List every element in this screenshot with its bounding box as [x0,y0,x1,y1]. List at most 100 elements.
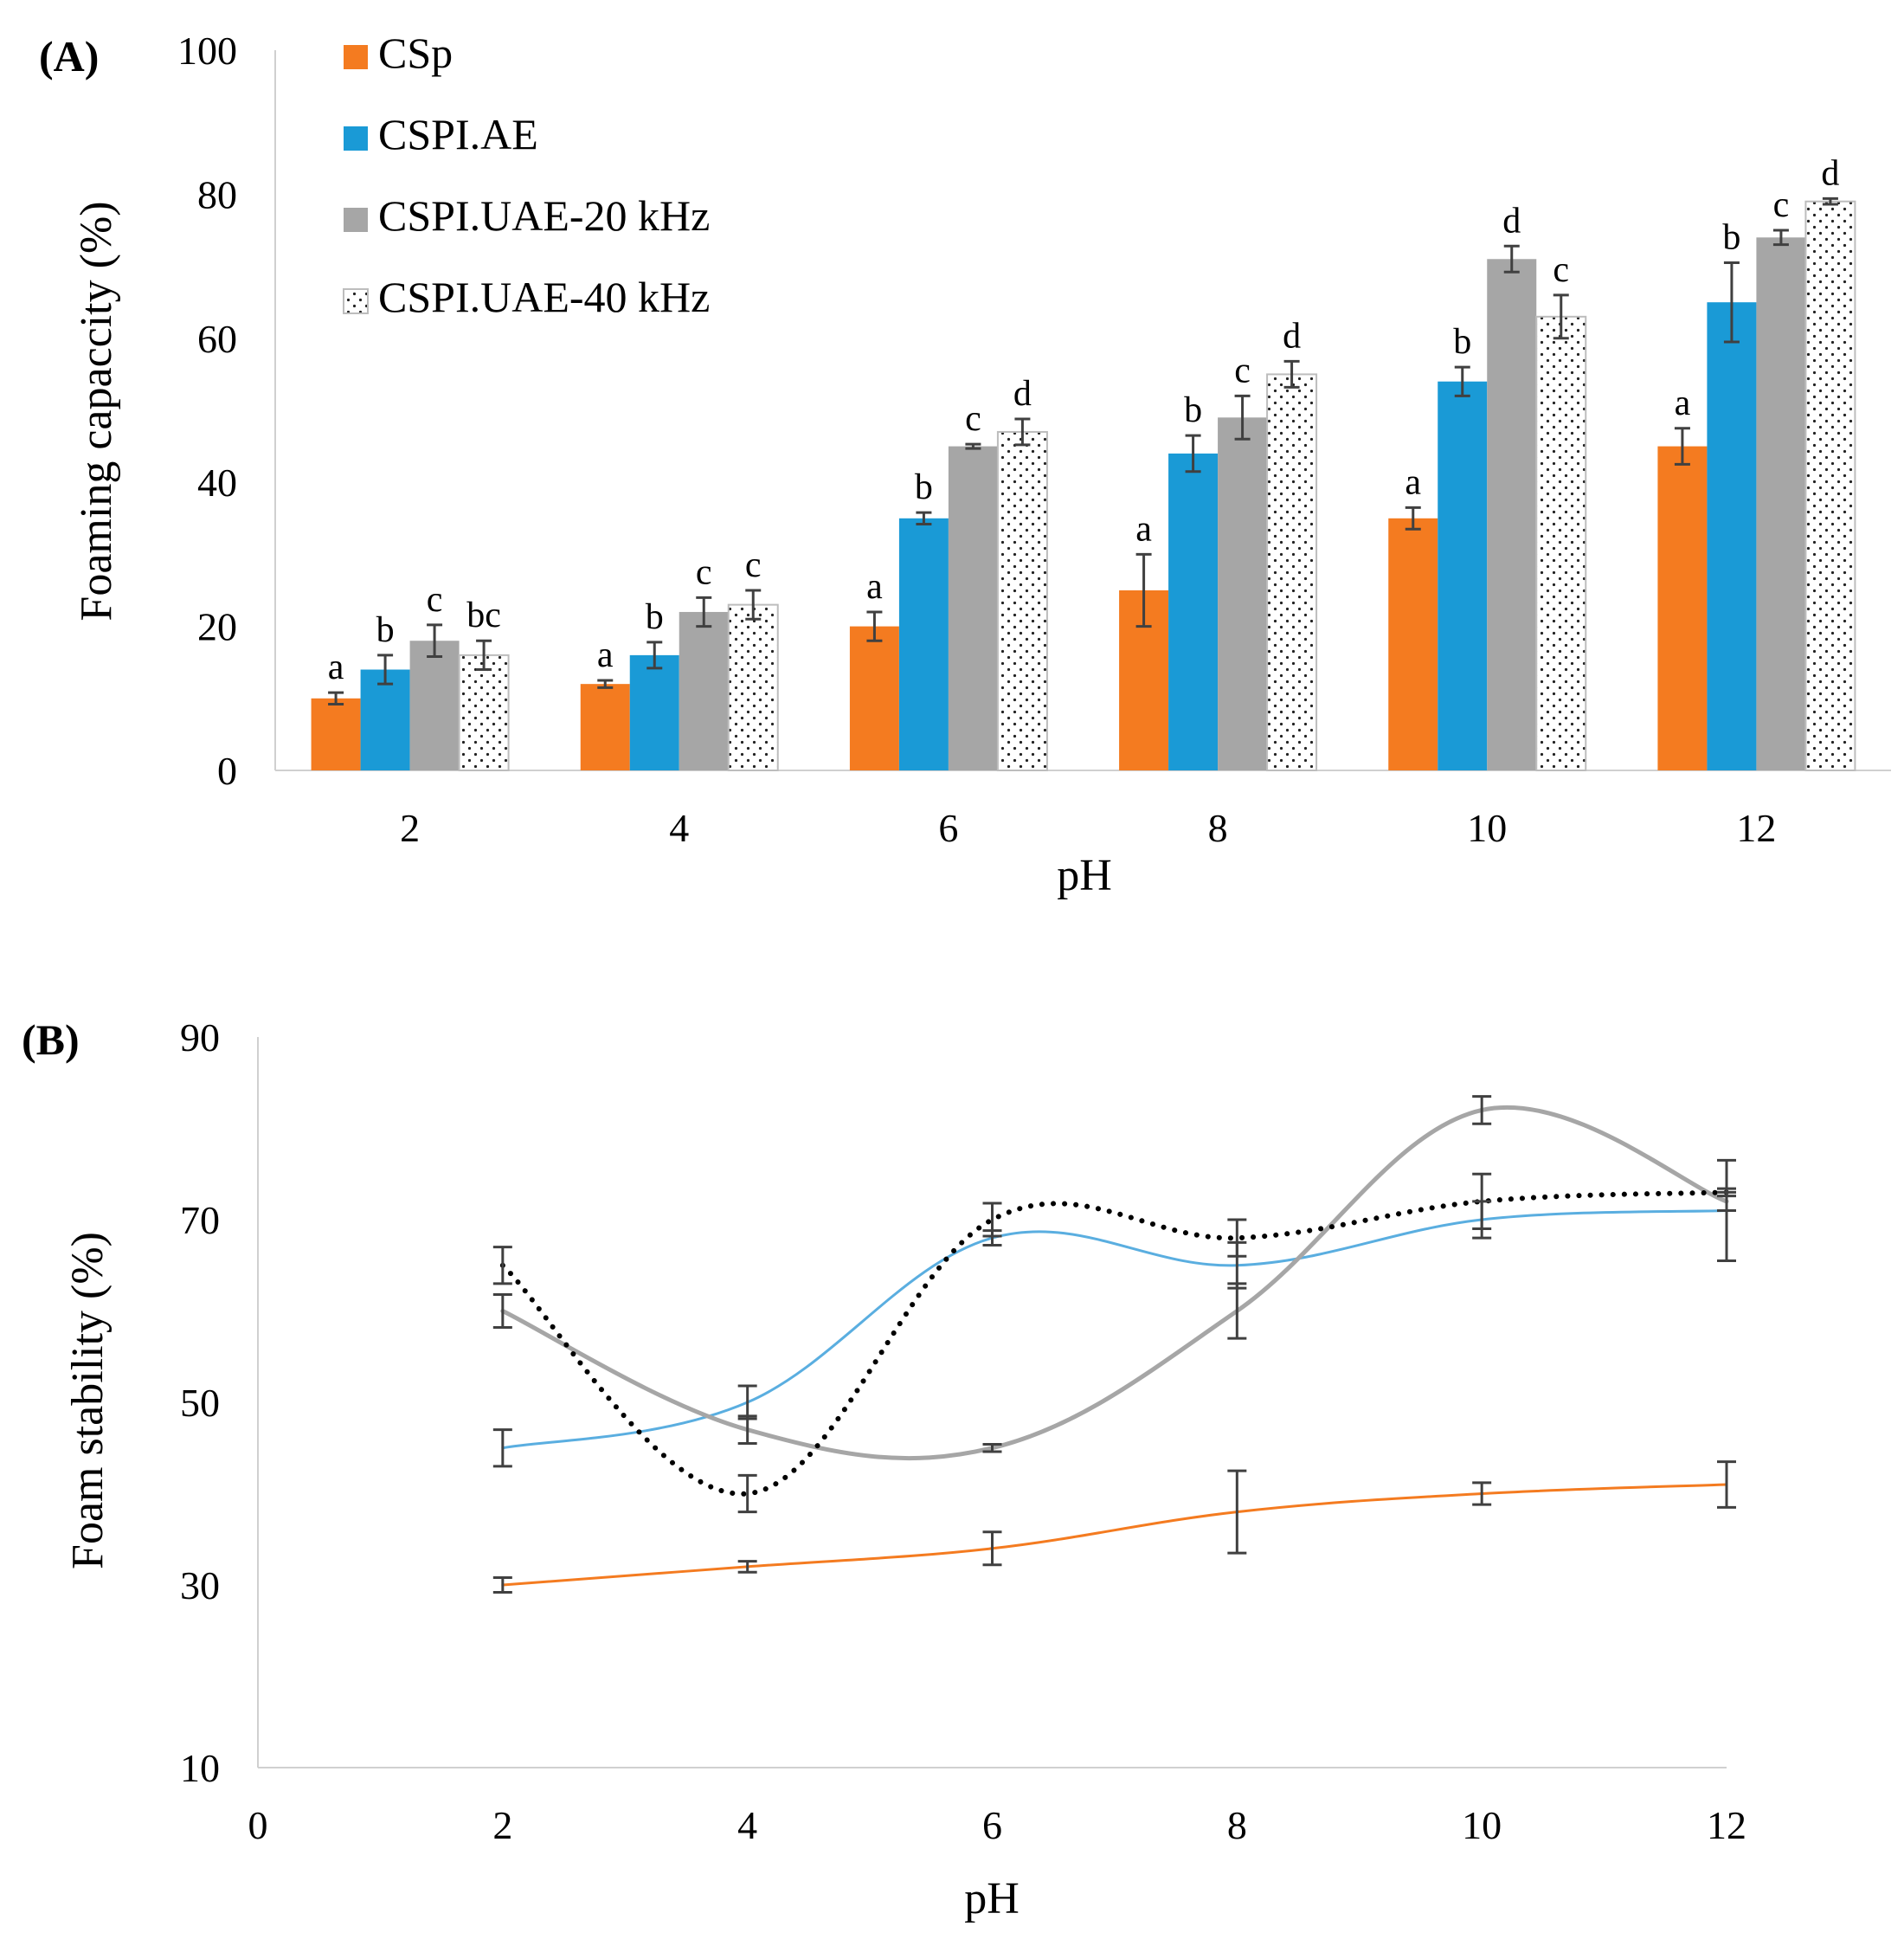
significance-letter-cspi-ae-ph-2: b [376,610,395,650]
panel-b-x-axis-title: pH [964,1874,1020,1923]
bar-cspi-ae-ph-6 [898,518,949,770]
x-tick-label: 6 [982,1803,1002,1847]
error-bar-csp-ph-8 [1227,1469,1247,1555]
error-bar-cspi-uae-40-khz-ph-10 [1472,1172,1492,1231]
bar-cspi-uae-20-khz-ph-4 [679,611,729,770]
x-tick-label: 0 [248,1803,268,1847]
bar-cspi-uae-20-khz-ph-12 [1756,237,1806,770]
error-bar-cspi-ae-ph-12 [1723,261,1740,344]
x-tick-label: 12 [1736,806,1776,850]
error-bar-csp-ph-12 [1717,1460,1736,1509]
error-bar-cspi-uae-20-khz-ph-12 [1772,229,1789,247]
error-bar-cspi-uae-40-khz-ph-12 [1822,196,1838,206]
error-bar-cspi-uae-20-khz-ph-4 [737,1414,757,1445]
error-bar-csp-ph-4 [737,1560,757,1574]
y-tick-label: 90 [180,1015,220,1060]
error-bar-csp-ph-12 [1674,427,1690,466]
significance-letter-cspi-ae-ph-10: b [1453,322,1471,362]
bar-csp-ph-2 [311,698,361,770]
bar-cspi-uae-40-khz-ph-2 [458,654,510,771]
significance-letter-cspi-uae-20-khz-ph-4: c [696,552,712,592]
significance-letter-cspi-ae-ph-12: b [1722,217,1740,257]
y-tick-label: 20 [197,605,237,649]
error-bar-cspi-uae-40-khz-ph-2 [492,1246,512,1285]
error-bar-cspi-uae-40-khz-ph-6 [982,1201,1002,1238]
error-bar-cspi-uae-40-khz-ph-4 [737,1473,757,1514]
error-bar-cspi-uae-20-khz-ph-8 [1234,394,1251,441]
bar-cspi-uae-20-khz-ph-6 [948,446,998,770]
bar-csp-ph-4 [580,684,630,770]
x-tick-label: 4 [737,1803,757,1847]
error-bar-cspi-uae-40-khz-ph-8 [1283,359,1300,389]
significance-letter-csp-ph-12: a [1675,383,1691,423]
bar-csp-ph-10 [1388,518,1438,770]
significance-letter-csp-ph-8: a [1135,509,1152,549]
bar-cspi-ae-ph-8 [1168,453,1219,770]
legend-swatch-cspi-uae-20-khz [344,208,368,232]
significance-letter-cspi-uae-20-khz-ph-6: c [965,399,981,439]
significance-letter-csp-ph-4: a [597,635,614,675]
panel-a-x-axis-title: pH [1057,851,1112,900]
error-bar-cspi-ae-ph-10 [1454,365,1470,397]
panel-b-line-chart: (B) 10 30 50 70 90 0 2 4 6 8 10 12 Foam stability … [22,1015,1746,1923]
y-tick-label: 100 [177,29,237,73]
x-tick-label: 12 [1707,1803,1746,1847]
error-bar-cspi-ae-ph-2 [377,654,394,686]
error-bar-cspi-uae-20-khz-ph-8 [1227,1282,1247,1340]
error-bar-csp-ph-6 [982,1530,1002,1567]
significance-letter-cspi-uae-40-khz-ph-2: bc [466,596,501,635]
bar-cspi-uae-40-khz-ph-12 [1804,200,1856,772]
significance-letter-csp-ph-6: a [866,567,883,607]
error-bar-cspi-ae-ph-8 [1185,434,1201,473]
error-bar-cspi-uae-20-khz-ph-4 [696,596,712,628]
error-bar-cspi-uae-20-khz-ph-6 [965,442,981,450]
line-csp [501,1483,1728,1587]
legend-label-cspi-ae: CSPI.AE [378,110,538,158]
legend-swatch-cspi-uae-40-khz [343,288,369,314]
significance-letter-cspi-uae-40-khz-ph-12: d [1821,153,1839,193]
y-tick-label: 30 [180,1563,220,1607]
y-tick-label: 60 [197,317,237,361]
error-bar-csp-ph-10 [1472,1481,1492,1506]
error-bar-cspi-uae-40-khz-ph-2 [476,639,492,672]
significance-letter-cspi-uae-40-khz-ph-6: d [1013,374,1032,414]
error-bar-cspi-uae-40-khz-ph-8 [1227,1218,1247,1258]
panel-a-label: (A) [39,32,99,81]
significance-letter-cspi-uae-20-khz-ph-2: c [427,580,443,620]
y-tick-label: 50 [180,1381,220,1425]
error-bar-cspi-ae-ph-2 [492,1428,512,1468]
error-bar-cspi-uae-40-khz-ph-10 [1553,293,1569,340]
significance-letter-csp-ph-2: a [328,647,344,687]
error-bar-cspi-ae-ph-6 [916,511,932,525]
significance-letter-cspi-ae-ph-8: b [1184,390,1202,430]
error-bar-csp-ph-8 [1135,552,1152,628]
error-bar-cspi-uae-20-khz-ph-10 [1472,1095,1492,1125]
bar-cspi-ae-ph-10 [1438,381,1488,770]
error-bar-csp-ph-2 [492,1576,512,1594]
error-bar-cspi-uae-40-khz-ph-4 [745,589,762,621]
error-bar-cspi-ae-ph-4 [737,1384,757,1420]
error-bar-csp-ph-6 [866,610,883,642]
y-tick-label: 40 [197,461,237,505]
error-bar-csp-ph-10 [1405,506,1421,531]
panel-b-y-axis-title: Foam stability (%) [63,1232,113,1569]
x-tick-label: 8 [1208,806,1228,850]
legend-label-cspi-uae-20-khz: CSPI.UAE-20 kHz [378,191,710,240]
x-tick-label: 4 [669,806,689,850]
error-bar-csp-ph-2 [328,691,344,705]
significance-letter-cspi-uae-40-khz-ph-4: c [745,545,762,585]
legend-label-csp: CSp [378,29,453,77]
error-bar-cspi-uae-40-khz-ph-12 [1717,1187,1736,1198]
line-cspi-ae [501,1208,1728,1450]
panel-a-y-axis-title: Foaming capaccity (%) [72,201,121,621]
bar-cspi-ae-ph-12 [1707,302,1757,770]
x-tick-label: 2 [492,1803,512,1847]
bar-cspi-uae-20-khz-ph-2 [409,641,460,770]
bar-cspi-uae-20-khz-ph-8 [1218,417,1268,770]
bar-csp-ph-12 [1657,446,1708,770]
bar-cspi-ae-ph-2 [360,669,410,770]
y-tick-label: 70 [180,1198,220,1242]
significance-letter-cspi-uae-20-khz-ph-10: d [1502,201,1521,241]
significance-letter-cspi-ae-ph-4: b [646,597,664,637]
significance-letter-csp-ph-10: a [1405,462,1421,502]
